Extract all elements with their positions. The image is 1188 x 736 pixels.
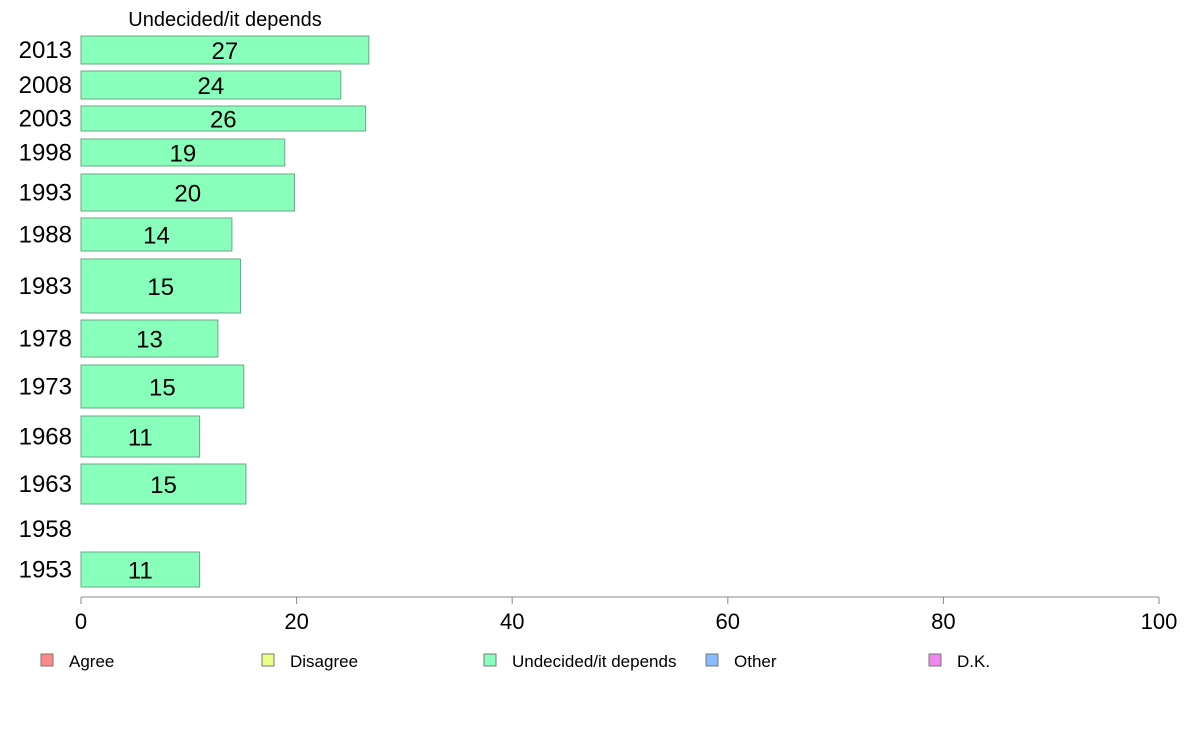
bar-value-label: 11 bbox=[128, 558, 153, 585]
legend-swatch bbox=[261, 653, 275, 667]
bar-value-label: 14 bbox=[143, 223, 170, 250]
year-label: 1998 bbox=[19, 140, 72, 167]
bar-segment bbox=[80, 258, 242, 314]
year-label: 1968 bbox=[19, 424, 72, 451]
year-label: 1973 bbox=[19, 374, 72, 401]
legend-label: Other bbox=[734, 652, 777, 671]
bar-value-label: 19 bbox=[170, 141, 197, 168]
x-tick-label: 0 bbox=[75, 609, 87, 634]
x-tick-label: 60 bbox=[716, 609, 740, 634]
legend: Agree Disagree Undecided/it depends Other D.… bbox=[40, 652, 990, 671]
legend-swatch bbox=[705, 653, 719, 667]
x-tick-label: 20 bbox=[284, 609, 308, 634]
bar-segment bbox=[80, 551, 201, 588]
bar-segment bbox=[80, 364, 245, 409]
year-label: 1958 bbox=[19, 516, 72, 543]
x-tick-label: 40 bbox=[500, 609, 524, 634]
bar-segment bbox=[80, 415, 201, 458]
x-tick-label: 80 bbox=[931, 609, 955, 634]
legend-label: Agree bbox=[69, 652, 114, 671]
legend-label: D.K. bbox=[957, 652, 990, 671]
year-label: 1983 bbox=[19, 273, 72, 300]
bar-segment bbox=[80, 217, 233, 252]
year-label: 1953 bbox=[19, 557, 72, 584]
x-tick-label: 100 bbox=[1141, 609, 1178, 634]
legend-label: Undecided/it depends bbox=[512, 652, 676, 671]
year-label: 1963 bbox=[19, 471, 72, 498]
year-label: 2003 bbox=[19, 106, 72, 133]
bar-value-label: 20 bbox=[174, 181, 201, 208]
bar-value-label: 27 bbox=[212, 38, 239, 65]
year-label: 1988 bbox=[19, 222, 72, 249]
bar-segment bbox=[80, 173, 295, 212]
year-label: 1993 bbox=[19, 180, 72, 207]
bar-value-label: 11 bbox=[128, 425, 153, 452]
bar-segment bbox=[80, 35, 370, 65]
chart-title: Undecided/it depends bbox=[128, 9, 321, 31]
year-label: 1978 bbox=[19, 326, 72, 353]
year-label: 2013 bbox=[19, 37, 72, 64]
bar-segment bbox=[80, 319, 219, 358]
bar-segment bbox=[80, 463, 247, 505]
legend-swatch bbox=[40, 653, 54, 667]
bar-segment bbox=[80, 138, 286, 167]
bar-value-label: 13 bbox=[136, 327, 163, 354]
bar-value-label: 26 bbox=[210, 107, 237, 134]
bar-segment bbox=[80, 70, 342, 100]
legend-swatch bbox=[483, 653, 497, 667]
bar-value-label: 15 bbox=[149, 375, 176, 402]
bar-value-label: 15 bbox=[150, 472, 177, 499]
x-axis: 0 20 40 60 80 100 bbox=[75, 596, 1178, 634]
year-labels-group: 2013 2008 2003 1998 1993 1988 1983 1978 1973 1968… bbox=[19, 37, 72, 584]
bar-segment bbox=[80, 105, 367, 132]
bar-value-label: 24 bbox=[198, 73, 225, 100]
bar-value-label: 15 bbox=[147, 274, 174, 301]
year-label: 2008 bbox=[19, 72, 72, 99]
legend-label: Disagree bbox=[290, 652, 358, 671]
legend-swatch bbox=[928, 653, 942, 667]
